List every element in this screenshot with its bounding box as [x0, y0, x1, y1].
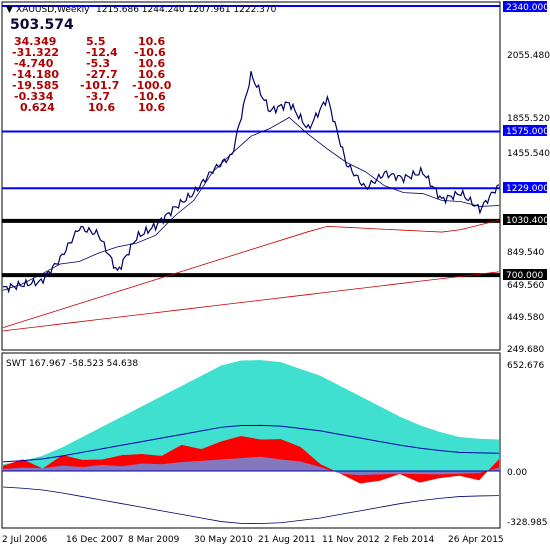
stats-cell: 10.6 [138, 68, 165, 81]
stats-cell: -3.7 [86, 90, 110, 103]
signal-line [2, 424, 500, 463]
price-tick: 1455.540 [507, 149, 550, 159]
level-label: 1030.400 [506, 216, 549, 226]
level-label: 1229.000 [506, 184, 549, 194]
date-axis: 2 Jul 2006 16 Dec 2007 8 Mar 2009 30 May… [2, 535, 504, 545]
level-label-box [503, 269, 547, 280]
date-label: 30 May 2010 [194, 535, 253, 545]
stats-cell: -4.740 [14, 57, 54, 70]
price-tick: 649.560 [507, 281, 544, 291]
date-label: 2 Feb 2014 [384, 535, 435, 545]
level-label-box [503, 214, 547, 225]
main-plot [2, 5, 500, 332]
stats-cell: -31.322 [12, 46, 59, 59]
stats-cell: 0.624 [20, 101, 55, 114]
price-tick: 1855.520 [507, 114, 550, 124]
stats-cell: 10.6 [138, 101, 165, 114]
stats-cell: -10.6 [134, 90, 166, 103]
sub-tick: 0.00 [507, 468, 527, 478]
stats-cell: 10.6 [138, 57, 165, 70]
stats-cell: -14.180 [12, 68, 59, 81]
stats-cell: -101.7 [80, 79, 119, 92]
date-label: 26 Apr 2015 [448, 535, 504, 545]
moving-average-fast [2, 116, 500, 291]
stats-cell: -100.0 [132, 79, 172, 92]
level-labels: 2340.000 1575.000 1229.000 1030.400 700.… [503, 1, 549, 281]
price-tick: 449.580 [507, 313, 544, 323]
sub-plot [2, 360, 500, 524]
price-tick: 249.680 [507, 345, 544, 355]
price-axis: 2055.480 1855.520 1455.540 849.540 649.5… [507, 51, 550, 355]
date-label: 2 Jul 2006 [2, 535, 47, 545]
header-ohlc: 1215.686 1244.240 1207.961 1222.370 [96, 5, 277, 15]
histogram-area-blue [3, 456, 499, 476]
moving-average-long [2, 271, 500, 332]
moving-average-slow [2, 219, 500, 328]
sub-tick: -328.985 [507, 518, 547, 528]
stats-table: 34.349 5.5 10.6 -31.322 -12.4 -10.6 -4.7… [12, 35, 172, 114]
date-label: 21 Aug 2011 [258, 535, 316, 545]
level-label-box [503, 182, 547, 193]
level-label-box [503, 125, 547, 136]
header-symbol: XAUUSD,Weekly [16, 5, 90, 15]
stats-cell: 34.349 [14, 35, 56, 48]
stats-cell: -27.7 [86, 68, 118, 81]
sub-tick: 652.676 [507, 361, 544, 371]
level-label: 700.000 [506, 271, 543, 281]
header-big-value: 503.574 [10, 17, 74, 33]
date-label: 11 Nov 2012 [322, 535, 380, 545]
price-line [2, 71, 500, 294]
level-label: 2340.000 [506, 3, 549, 13]
date-label: 8 Mar 2009 [128, 535, 180, 545]
price-tick: 849.540 [507, 248, 544, 258]
stats-cell: 10.6 [138, 35, 165, 48]
main-window-frame [1, 1, 501, 351]
stats-cell: -10.6 [134, 46, 166, 59]
envelope-line [2, 486, 500, 524]
level-label-box [503, 1, 547, 12]
histogram-area-cyan [3, 360, 499, 472]
sub-window-label: SWT 167.967 -58.523 54.638 [6, 359, 138, 369]
stats-cell: -12.4 [86, 46, 118, 59]
stats-cell: 5.5 [86, 35, 106, 48]
header-triangle-icon: ▼ [6, 5, 13, 15]
level-label: 1575.000 [506, 127, 549, 137]
date-label: 16 Dec 2007 [66, 535, 124, 545]
price-tick: 2055.480 [507, 51, 550, 61]
stats-cell: -5.3 [86, 57, 110, 70]
stats-cell: -19.585 [12, 79, 59, 92]
stats-cell: 10.6 [88, 101, 115, 114]
stats-cell: -0.334 [14, 90, 54, 103]
